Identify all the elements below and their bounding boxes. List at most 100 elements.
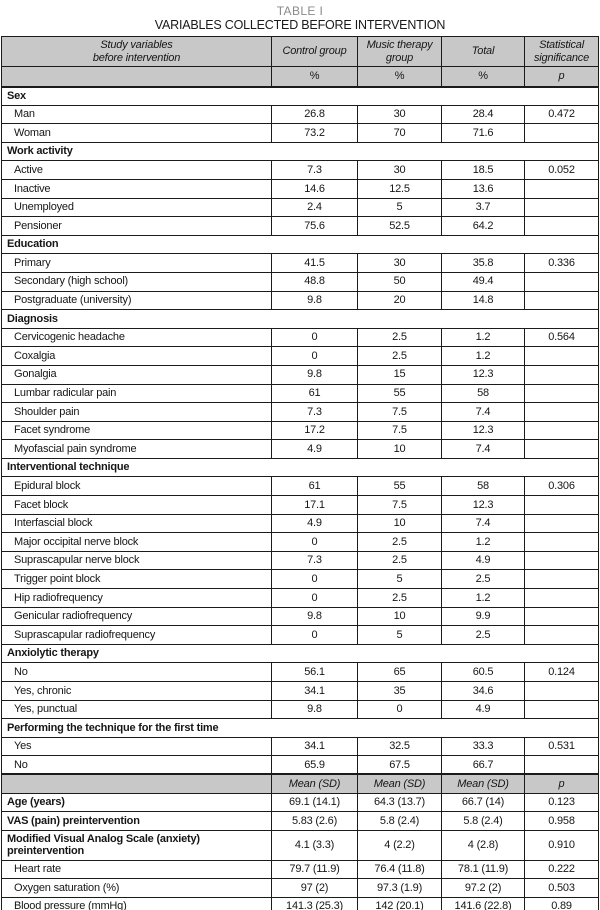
cell-value: 30 [357, 104, 442, 125]
section-header: Interventional technique [1, 457, 599, 478]
cell-value: 20 [357, 290, 442, 311]
cell-value: 73.2 [271, 123, 358, 143]
row-label: Yes, chronic [1, 681, 272, 701]
cell-value: 10 [357, 513, 442, 534]
cell-value: 75.6 [271, 216, 358, 236]
row-label: Genicular radiofrequency [1, 606, 272, 627]
cell-value: 0 [271, 346, 358, 366]
row-label: Trigger point block [1, 569, 272, 590]
cell-value: 7.4 [441, 402, 525, 422]
row-label: Suprascapular radiofrequency [1, 625, 272, 645]
cell-value: 34.1 [271, 681, 358, 701]
section-header: Anxiolytic therapy [1, 643, 599, 664]
column-header-total: Total [441, 36, 525, 67]
row-label: Inactive [1, 178, 272, 199]
cell-value [524, 588, 599, 608]
row-label: No [1, 755, 272, 775]
row-label: Postgraduate (university) [1, 290, 272, 311]
table-row: Secondary (high school) 48.8 50 49.4 [1, 271, 599, 292]
cell-value: 5.8 (2.4) [441, 811, 525, 831]
cell-value: 0.052 [524, 160, 599, 180]
cell-value: 0.531 [524, 736, 599, 757]
section-header: Diagnosis [1, 309, 599, 329]
cell-value: 0.472 [524, 104, 599, 125]
cell-value: 9.8 [271, 364, 358, 385]
row-label: Major occipital nerve block [1, 532, 272, 552]
cell-value: 0 [271, 625, 358, 645]
table-row: Myofascial pain syndrome 4.9 10 7.4 [1, 439, 599, 459]
section-header: Education [1, 234, 599, 255]
cell-value: 7.4 [441, 513, 525, 534]
cell-value: Mean (SD) [357, 773, 442, 794]
table-title: VARIABLES COLLECTED BEFORE INTERVENTION [154, 18, 446, 32]
cell-value: 12.3 [441, 364, 525, 385]
header-row-main: Study variables before intervention Cont… [1, 36, 599, 67]
cell-value: 48.8 [271, 271, 358, 292]
row-label: Primary [1, 253, 272, 273]
row-label: Cervicogenic headache [1, 327, 272, 348]
cell-value: 17.2 [271, 420, 358, 441]
cell-value: 0 [271, 327, 358, 348]
table-row: Age (years) 69.1 (14.1) 64.3 (13.7) 66.7 (1… [1, 792, 599, 813]
cell-value: 3.7 [441, 197, 525, 218]
cell-value: 2.5 [357, 550, 442, 571]
cell-value: 58 [441, 383, 525, 404]
cell-value: 50 [357, 271, 442, 292]
cell-value: 2.4 [271, 197, 358, 218]
section-header: Performing the technique for the first t… [1, 718, 599, 738]
cell-value: 0 [271, 588, 358, 608]
cell-value: 66.7 (14) [441, 792, 525, 813]
cell-value [524, 569, 599, 590]
row-label: Yes [1, 736, 272, 757]
section-row: Sex [1, 86, 599, 106]
cell-value [524, 402, 599, 422]
cell-value: 7.4 [441, 439, 525, 459]
table-row: Facet syndrome 17.2 7.5 12.3 [1, 420, 599, 441]
cell-value: 142 (20.1) [357, 896, 442, 910]
cell-value: 26.8 [271, 104, 358, 125]
cell-value: 55 [357, 476, 442, 497]
row-label: Age (years) [1, 792, 272, 813]
cell-value: 4.1 (3.3) [271, 829, 358, 861]
row-label: Myofascial pain syndrome [1, 439, 272, 459]
row-label: Lumbar radicular pain [1, 383, 272, 404]
table-row: Coxalgia 0 2.5 1.2 [1, 346, 599, 366]
table-row: Pensioner 75.6 52.5 64.2 [1, 216, 599, 236]
table-row: Suprascapular nerve block 7.3 2.5 4.9 [1, 550, 599, 571]
row-label: Heart rate [1, 859, 272, 880]
unit-header-percent-total: % [441, 66, 525, 88]
cell-value: p [524, 773, 599, 794]
cell-value: 61 [271, 383, 358, 404]
row-label: Epidural block [1, 476, 272, 497]
cell-value [524, 123, 599, 143]
table-row: Postgraduate (university) 9.8 20 14.8 [1, 290, 599, 311]
cell-value: 0.124 [524, 662, 599, 682]
cell-value: 41.5 [271, 253, 358, 273]
row-label: Pensioner [1, 216, 272, 236]
cell-value: 0.89 [524, 896, 599, 910]
table-row: Interfascial block 4.9 10 7.4 [1, 513, 599, 534]
cell-value [524, 271, 599, 292]
cell-value: 1.2 [441, 588, 525, 608]
cell-value: 9.8 [271, 290, 358, 311]
cell-value: 0.910 [524, 829, 599, 861]
table-row: Major occipital nerve block 0 2.5 1.2 [1, 532, 599, 552]
section-row: Diagnosis [1, 309, 599, 329]
section-row: Performing the technique for the first t… [1, 718, 599, 738]
table-row: Cervicogenic headache 0 2.5 1.2 0.564 [1, 327, 599, 348]
section-header: Work activity [1, 141, 599, 162]
cell-value: 9.8 [271, 606, 358, 627]
cell-value [524, 420, 599, 441]
row-label: VAS (pain) preintervention [1, 811, 272, 831]
section-row: Education [1, 234, 599, 255]
cell-value: 0.958 [524, 811, 599, 831]
table-row: Heart rate 79.7 (11.9) 76.4 (11.8) 78.1 (11… [1, 859, 599, 880]
cell-value: 64.3 (13.7) [357, 792, 442, 813]
header-row-units: % % % p [1, 66, 599, 88]
cell-value: 97.2 (2) [441, 878, 525, 898]
unit-header-blank [1, 66, 272, 88]
cell-value: 76.4 (11.8) [357, 859, 442, 880]
cell-value [524, 364, 599, 385]
cell-value: 70 [357, 123, 442, 143]
